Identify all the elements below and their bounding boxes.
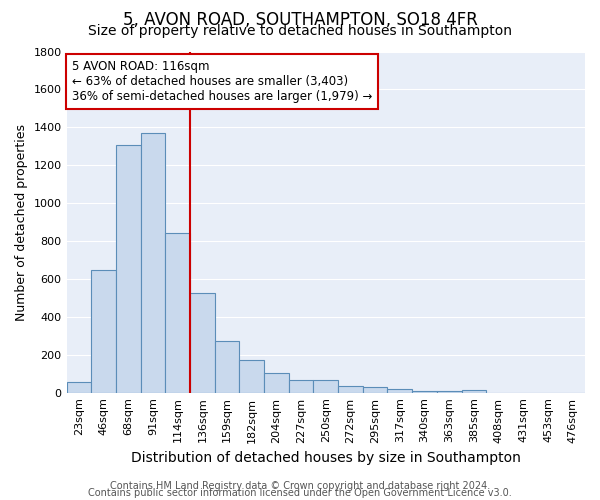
Text: Contains public sector information licensed under the Open Government Licence v3: Contains public sector information licen… [88, 488, 512, 498]
Bar [289, 380, 313, 392]
Text: 5, AVON ROAD, SOUTHAMPTON, SO18 4FR: 5, AVON ROAD, SOUTHAMPTON, SO18 4FR [122, 11, 478, 29]
Text: 5 AVON ROAD: 116sqm
← 63% of detached houses are smaller (3,403)
36% of semi-det: 5 AVON ROAD: 116sqm ← 63% of detached ho… [72, 60, 372, 103]
Y-axis label: Number of detached properties: Number of detached properties [15, 124, 28, 320]
Bar [412, 391, 437, 392]
Bar [239, 360, 264, 392]
Bar [313, 380, 338, 392]
Bar [140, 133, 165, 392]
Bar [338, 386, 363, 392]
Text: Size of property relative to detached houses in Southampton: Size of property relative to detached ho… [88, 24, 512, 38]
Text: Contains HM Land Registry data © Crown copyright and database right 2024.: Contains HM Land Registry data © Crown c… [110, 481, 490, 491]
Bar [461, 390, 486, 392]
Bar [190, 293, 215, 392]
Bar [388, 390, 412, 392]
Bar [67, 382, 91, 392]
Bar [264, 373, 289, 392]
Bar [91, 270, 116, 392]
Bar [165, 233, 190, 392]
Bar [363, 387, 388, 392]
Bar [437, 391, 461, 392]
Bar [116, 146, 140, 392]
X-axis label: Distribution of detached houses by size in Southampton: Distribution of detached houses by size … [131, 451, 521, 465]
Bar [215, 340, 239, 392]
